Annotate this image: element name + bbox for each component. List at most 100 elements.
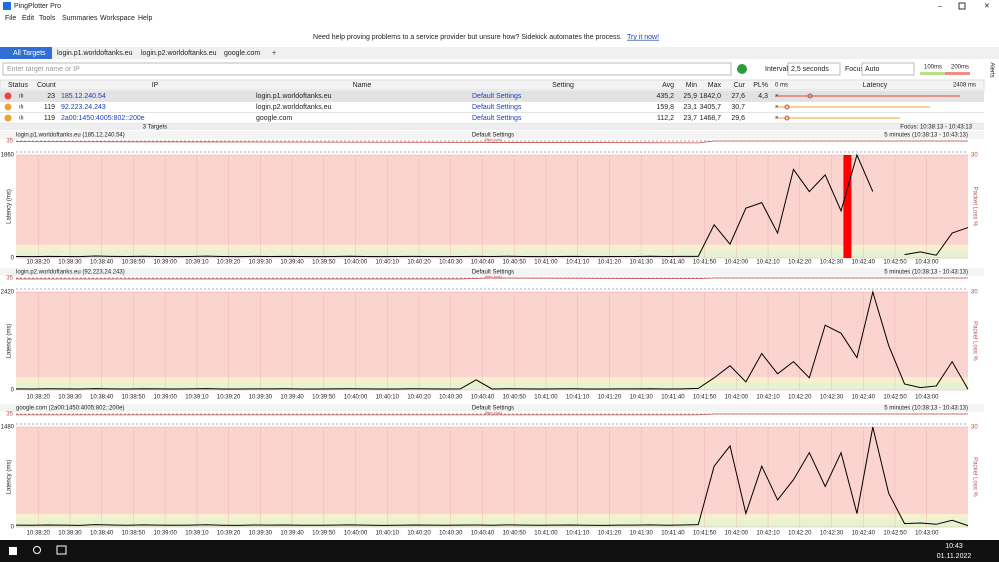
maximize-button[interactable] bbox=[958, 2, 966, 10]
graph-icon: ılı bbox=[19, 105, 24, 111]
input-placeholder: Enter target name or IP bbox=[7, 66, 80, 73]
tab[interactable]: login.p2.worldoftanks.eu bbox=[141, 50, 217, 57]
column-header[interactable]: Max bbox=[708, 82, 722, 89]
x-tick-label: 10:38:40 bbox=[90, 260, 114, 266]
x-tick-label: 10:40:10 bbox=[376, 395, 400, 401]
x-tick-label: 10:40:50 bbox=[503, 531, 527, 537]
menu-item[interactable]: Summaries bbox=[62, 15, 98, 22]
y-tick-label: 1860 bbox=[1, 153, 15, 159]
x-tick-label: 10:39:20 bbox=[217, 395, 241, 401]
taskview-icon[interactable] bbox=[56, 545, 67, 555]
column-header[interactable]: Avg bbox=[662, 82, 674, 89]
focus-value: Auto bbox=[865, 66, 880, 73]
column-header[interactable]: Latency bbox=[863, 82, 888, 89]
x-tick-label: 10:39:20 bbox=[217, 531, 241, 537]
graph-setting: Default Settings bbox=[472, 270, 514, 276]
minimize-button[interactable]: – bbox=[938, 3, 942, 10]
column-header: 0 ms bbox=[775, 83, 788, 89]
cell-cur: 29,6 bbox=[731, 115, 745, 122]
x-tick-label: 10:39:20 bbox=[217, 260, 241, 266]
cell-name: login.p1.worldoftanks.eu bbox=[256, 93, 332, 100]
column-header[interactable]: PL% bbox=[753, 82, 768, 89]
x-tick-label: 10:40:00 bbox=[344, 531, 368, 537]
focus-select[interactable] bbox=[861, 62, 915, 76]
y2-axis-label: Packet Loss % bbox=[971, 321, 977, 361]
x-tick-label: 10:42:10 bbox=[756, 395, 780, 401]
x-tick-label: 10:42:40 bbox=[852, 260, 876, 266]
menu-item[interactable]: File bbox=[5, 15, 16, 22]
x-tick-label: 10:40:20 bbox=[407, 260, 431, 266]
x-tick-label: 10:42:00 bbox=[725, 260, 749, 266]
search-icon[interactable] bbox=[33, 546, 41, 554]
graph-range: 5 minutes (10:38:13 - 10:43:13) bbox=[884, 406, 968, 412]
tab[interactable]: All Targets bbox=[13, 50, 46, 57]
cell-max: 3405,7 bbox=[700, 104, 722, 111]
column-header[interactable]: Cur bbox=[734, 82, 746, 89]
zone-high bbox=[16, 155, 968, 258]
x-tick-label: 10:40:00 bbox=[344, 395, 368, 401]
x-tick-label: 10:41:50 bbox=[693, 260, 717, 266]
x-tick-label: 10:39:40 bbox=[280, 531, 304, 537]
x-tick-label: 10:40:30 bbox=[439, 260, 463, 266]
graph-title: login.p2.worldoftanks.eu (92.223.24.243) bbox=[16, 270, 125, 276]
x-tick-label: 10:40:40 bbox=[471, 395, 495, 401]
cell-cur: 27,6 bbox=[731, 93, 745, 100]
jitter-label: Jitter (ms) bbox=[484, 137, 502, 142]
graph-header bbox=[0, 404, 984, 412]
menu-item[interactable]: Workspace bbox=[100, 15, 135, 22]
target-input[interactable] bbox=[2, 62, 732, 76]
start-icon[interactable] bbox=[9, 547, 17, 555]
cell-name: google.com bbox=[256, 115, 292, 122]
taskbar bbox=[0, 540, 999, 562]
column-header[interactable]: Status bbox=[8, 82, 28, 89]
x-tick-label: 10:41:30 bbox=[629, 395, 653, 401]
tab[interactable]: google.com bbox=[224, 50, 260, 57]
menu-item[interactable]: Edit bbox=[22, 15, 34, 22]
close-button[interactable]: ✕ bbox=[984, 3, 990, 10]
tab-active[interactable] bbox=[0, 47, 52, 59]
x-tick-label: 10:38:30 bbox=[58, 395, 82, 401]
x-tick-label: 10:42:00 bbox=[725, 395, 749, 401]
y-axis-label: Latency (ms) bbox=[7, 324, 13, 359]
y2-axis-label: Packet Loss % bbox=[971, 187, 977, 227]
x-tick-label: 10:43:00 bbox=[915, 395, 939, 401]
column-header[interactable]: IP bbox=[152, 82, 159, 89]
status-icon bbox=[4, 103, 12, 111]
tab[interactable]: login.p1.worldoftanks.eu bbox=[57, 50, 133, 57]
zone-mid bbox=[16, 377, 968, 384]
x-tick-label: 10:40:20 bbox=[407, 395, 431, 401]
add-tab[interactable]: + bbox=[272, 50, 276, 57]
banner-link[interactable]: Try it now! bbox=[627, 34, 659, 41]
cell-count: 119 bbox=[44, 115, 55, 122]
x-tick-label: 10:40:00 bbox=[344, 260, 368, 266]
zone-mid bbox=[16, 244, 968, 251]
x-tick-label: 10:39:30 bbox=[249, 395, 273, 401]
start-button[interactable] bbox=[737, 64, 747, 74]
column-header[interactable]: Min bbox=[686, 82, 697, 89]
menu-item[interactable]: Help bbox=[138, 15, 153, 22]
x-tick-label: 10:42:30 bbox=[820, 395, 844, 401]
cell-min: 23,1 bbox=[683, 104, 697, 111]
column-header[interactable]: Count bbox=[37, 82, 56, 89]
scale-label: 100ms bbox=[924, 65, 942, 71]
column-header[interactable]: Name bbox=[353, 82, 372, 89]
interval-select[interactable] bbox=[787, 62, 841, 76]
zone-high bbox=[16, 292, 968, 390]
cell-name: login.p2.worldoftanks.eu bbox=[256, 104, 332, 111]
graph-title: google.com (2a00:1450:4005:802::200e) bbox=[16, 406, 124, 412]
menu-item[interactable]: Tools bbox=[39, 15, 56, 22]
x-tick-label: 10:41:50 bbox=[693, 531, 717, 537]
x-tick-label: 10:41:20 bbox=[598, 260, 622, 266]
x-tick-label: 10:39:50 bbox=[312, 260, 336, 266]
scale-good bbox=[920, 72, 945, 75]
tab-strip bbox=[0, 47, 999, 59]
x-tick-label: 10:39:10 bbox=[185, 531, 209, 537]
alerts-tab[interactable]: Alerts bbox=[988, 62, 994, 77]
jitter-label: Jitter (ms) bbox=[484, 274, 502, 279]
x-tick-label: 10:41:10 bbox=[566, 260, 590, 266]
column-header[interactable]: Setting bbox=[552, 82, 574, 89]
jitter-line bbox=[16, 277, 968, 280]
y-axis-label: Latency (ms) bbox=[7, 189, 13, 224]
x-tick-label: 10:42:50 bbox=[883, 260, 907, 266]
